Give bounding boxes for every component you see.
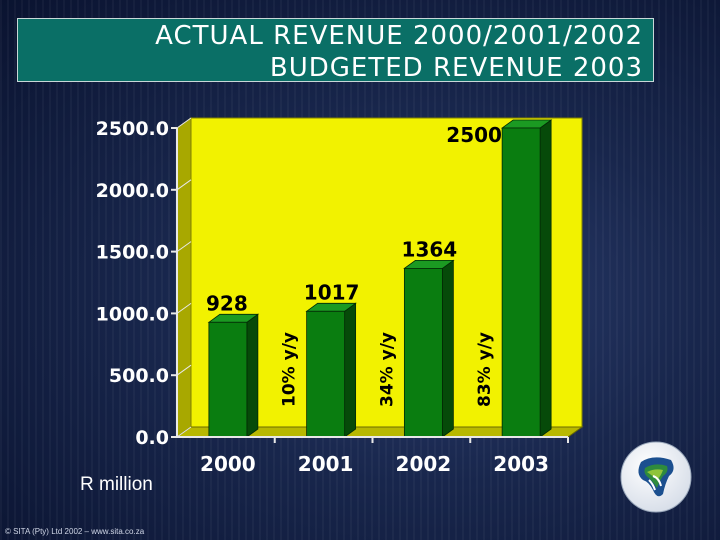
y-tick-label: 1000.0 [96, 303, 169, 325]
data-label: 2500 [446, 123, 502, 147]
bar [306, 310, 346, 438]
y-tick-label: 500.0 [109, 365, 169, 387]
y-tick-depth [176, 364, 192, 376]
y-tick-depth [176, 426, 192, 438]
bar [403, 268, 443, 438]
plot-side-wall [176, 117, 192, 438]
y-tick-label: 0.0 [135, 427, 169, 449]
y-tick-depth [176, 241, 192, 253]
bar-side [344, 302, 357, 438]
data-label: 928 [206, 291, 248, 315]
data-label: 1017 [304, 280, 360, 304]
bar [208, 321, 248, 438]
y-tick-depth [176, 117, 192, 129]
title-banner: ACTUAL REVENUE 2000/2001/2002 BUDGETED R… [17, 18, 654, 83]
copyright-text: © SITA (Pty) Ltd 2002 – www.sita.co.za [5, 527, 145, 536]
growth-label: 83% y/y [475, 332, 495, 407]
x-tick-label: 2002 [396, 452, 452, 476]
globe-logo-icon [620, 441, 692, 513]
y-tick-label: 2000.0 [96, 180, 169, 202]
x-tick-label: 2001 [298, 452, 354, 476]
y-tick-depth [176, 302, 192, 314]
data-labels: 928 1017 10% y/y 1364 34% y/y 2500 83% y/y [206, 123, 502, 407]
y-tick-label: 1500.0 [96, 242, 169, 264]
bar [501, 127, 541, 438]
x-tick-label: 2000 [200, 452, 256, 476]
y-unit-label: R million [80, 474, 153, 495]
chart-title-line-1: ACTUAL REVENUE 2000/2001/2002 [155, 21, 643, 51]
y-tick-depth [176, 179, 192, 191]
y-tick-label: 2500.0 [96, 118, 169, 140]
bar-side [441, 259, 454, 438]
x-axis: 2000 2001 2002 2003 [177, 436, 569, 476]
x-tick-label: 2003 [493, 452, 549, 476]
growth-label: 34% y/y [377, 332, 397, 407]
growth-label: 10% y/y [280, 332, 300, 407]
bar-side [246, 313, 259, 438]
chart-title-line-2: BUDGETED REVENUE 2003 [269, 53, 643, 83]
data-label: 1364 [402, 237, 458, 261]
y-axis: 0.0 500.0 1000.0 1500.0 2000.0 2500.0 [96, 117, 192, 449]
bar-side [539, 119, 552, 438]
